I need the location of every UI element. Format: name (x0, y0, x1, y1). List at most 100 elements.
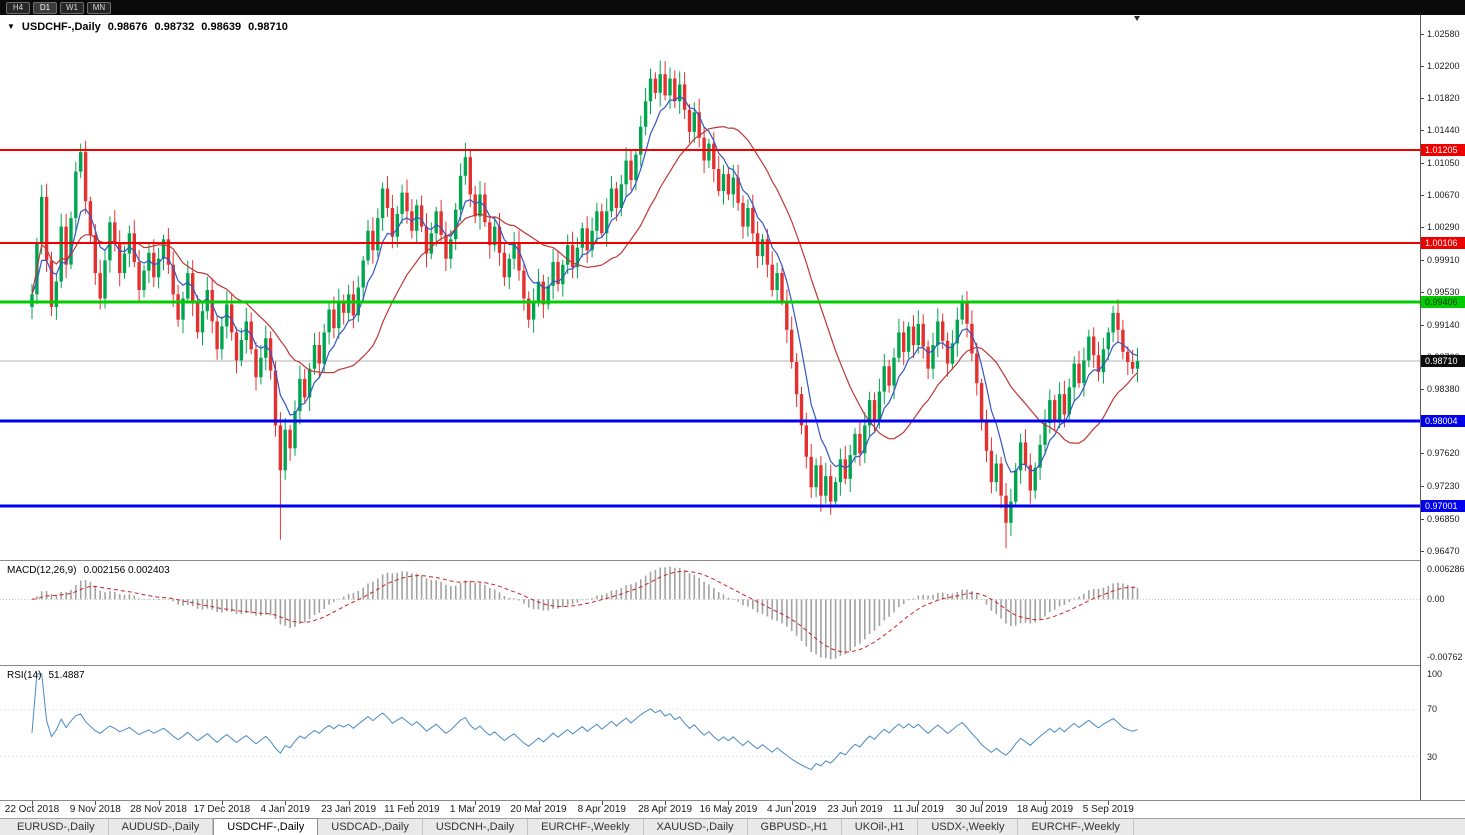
date-label: 28 Apr 2019 (638, 804, 693, 815)
price-tick-label: 0.99140 (1427, 319, 1460, 330)
ohlc-high: 0.98732 (154, 21, 195, 33)
chart-tab-usdx-weekly[interactable]: USDX-,Weekly (918, 819, 1019, 835)
last-bar-marker-icon (1134, 16, 1140, 21)
timeframe-button-h4[interactable]: H4 (6, 1, 30, 14)
timeframe-toolbar: H4 D1 W1 MN (0, 0, 1465, 15)
price-level-badge[interactable]: 0.98004 (1421, 414, 1465, 427)
chart-tab-gbpusd-h1[interactable]: GBPUSD-,H1 (748, 819, 842, 835)
panel-divider[interactable] (0, 665, 1465, 666)
panel-divider[interactable] (0, 560, 1465, 561)
chart-tab-ukoil-h1[interactable]: UKOil-,H1 (842, 819, 919, 835)
date-label: 4 Jun 2019 (766, 804, 817, 815)
price-level-badge[interactable]: 1.01205 (1421, 144, 1465, 156)
date-tick (1045, 801, 1046, 805)
price-tick-dash (1421, 65, 1424, 67)
date-label: 22 Oct 2018 (4, 804, 60, 815)
symbol-dropdown-icon[interactable]: ▼ (7, 22, 15, 31)
price-tick-label: 0.96850 (1427, 513, 1460, 524)
price-tick-label: 1.00670 (1427, 190, 1460, 201)
chart-tab-usdcad-daily[interactable]: USDCAD-,Daily (318, 819, 423, 835)
price-tick-label: 0.97620 (1427, 448, 1460, 459)
date-label: 23 Jun 2019 (827, 804, 883, 815)
rsi-scale-label: 100 (1427, 669, 1443, 679)
price-level-badge[interactable]: 0.97001 (1421, 499, 1465, 512)
date-label: 20 Mar 2019 (510, 804, 567, 815)
price-level-badge[interactable]: 1.00106 (1421, 237, 1465, 249)
price-tick-label: 1.00290 (1427, 222, 1460, 233)
rsi-scale-label: 70 (1427, 704, 1438, 715)
macd-indicator-chart[interactable] (0, 561, 1420, 665)
price-tick-label: 1.01820 (1427, 92, 1460, 103)
date-tick (158, 801, 160, 805)
time-axis[interactable]: 22 Oct 2018 9 Nov 2018 28 Nov 2018 17 Dec 2… (0, 801, 1420, 818)
chart-title: ▼ USDCHF-,Daily 0.98676 0.98732 0.98639 … (7, 21, 288, 33)
date-label: 28 Nov 2018 (130, 804, 187, 815)
macd-label: MACD(12,26,9) 0.002156 0.002403 (7, 565, 170, 576)
price-tick-dash (1421, 195, 1424, 197)
date-label: 1 Mar 2019 (449, 804, 501, 815)
chart-tab-usdchf-daily[interactable]: USDCHF-,Daily (213, 818, 319, 835)
chart-tab-audusd-daily[interactable]: AUDUSD-,Daily (109, 819, 214, 835)
date-label: 18 Aug 2019 (1016, 804, 1074, 815)
current-price-badge: 0.98710 (1421, 355, 1465, 368)
date-tick (855, 801, 856, 805)
price-tick-label: 1.02580 (1427, 28, 1460, 39)
macd-scale-label: -0.00762 (1427, 652, 1463, 662)
price-level-badge[interactable]: 0.99406 (1421, 296, 1465, 309)
date-tick (728, 801, 730, 805)
price-tick-label: 0.99910 (1427, 254, 1460, 265)
chart-tab-bar: EURUSD-,Daily AUDUSD-,Daily USDCHF-,Daily U… (0, 818, 1465, 835)
date-label: 17 Dec 2018 (193, 804, 251, 815)
macd-scale-label: 0.006286 (1427, 564, 1465, 574)
chart-tab-eurchf-weekly[interactable]: EURCHF-,Weekly (1018, 819, 1134, 835)
date-tick (791, 801, 793, 805)
date-label: 16 May 2019 (699, 804, 758, 815)
date-tick (348, 801, 350, 805)
date-label: 5 Sep 2019 (1082, 804, 1134, 815)
chart-tab-xauusd-daily[interactable]: XAUUSD-,Daily (644, 819, 748, 835)
date-tick (95, 801, 97, 805)
price-tick-dash (1421, 291, 1424, 293)
chart-symbol: USDCHF-,Daily (21, 21, 101, 33)
price-tick-dash (1421, 130, 1424, 132)
date-tick (475, 801, 477, 805)
date-tick (1108, 801, 1110, 805)
price-tick-dash (1421, 453, 1424, 455)
date-label: 23 Jan 2019 (321, 804, 377, 815)
price-tick-dash (1421, 550, 1424, 552)
price-tick-label: 0.98380 (1427, 384, 1460, 395)
date-label: 30 Jul 2019 (955, 804, 1008, 815)
timeframe-button-mn[interactable]: MN (87, 1, 111, 14)
price-tick-dash (1421, 33, 1424, 35)
date-label: 9 Nov 2018 (69, 804, 121, 815)
date-tick (665, 801, 667, 805)
chart-tab-usdcnh-daily[interactable]: USDCNH-,Daily (423, 819, 529, 835)
chart-tab-eurchf-weekly[interactable]: EURCHF-,Weekly (528, 819, 644, 835)
timeframe-button-w1[interactable]: W1 (60, 1, 84, 14)
macd-scale-label: 0.00 (1427, 594, 1445, 605)
date-tick (981, 801, 983, 805)
ohlc-open: 0.98676 (107, 21, 148, 33)
price-tick-dash (1421, 97, 1424, 99)
price-tick-label: 1.02200 (1427, 60, 1460, 71)
date-tick (538, 801, 540, 805)
price-tick-dash (1421, 518, 1424, 520)
date-tick (32, 801, 33, 805)
price-tick-dash (1421, 389, 1424, 391)
rsi-label: RSI(14) 51.4887 (7, 670, 85, 681)
price-tick-label: 0.99530 (1427, 286, 1460, 297)
ohlc-close: 0.98710 (248, 21, 288, 33)
date-tick (221, 801, 223, 805)
price-tick-dash (1421, 324, 1424, 326)
timeframe-button-d1[interactable]: D1 (33, 1, 57, 14)
price-axis[interactable]: 1.02580 1.02200 1.01820 1.01440 1.01050 1.006… (1420, 15, 1465, 800)
price-tick-dash (1421, 486, 1424, 488)
date-tick (285, 801, 287, 805)
date-label: 11 Jul 2019 (892, 804, 944, 815)
price-tick-dash (1421, 163, 1424, 165)
price-tick-label: 0.97230 (1427, 481, 1460, 492)
rsi-indicator-chart[interactable] (0, 666, 1420, 800)
main-price-chart[interactable] (0, 15, 1420, 560)
chart-tab-eurusd-daily[interactable]: EURUSD-,Daily (4, 819, 109, 835)
